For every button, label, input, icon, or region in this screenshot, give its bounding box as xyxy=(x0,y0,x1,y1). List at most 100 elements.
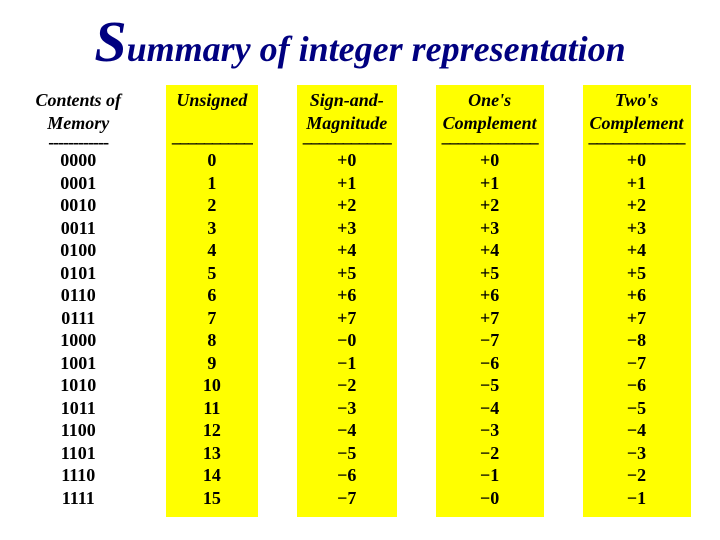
column-separator: ------------ xyxy=(35,135,121,149)
table-cell: +7 xyxy=(303,307,391,330)
table-cell: 9 xyxy=(172,352,252,375)
column-1: Unsigned––––––––––0123456789101112131415 xyxy=(166,85,258,517)
table-cell: −4 xyxy=(303,419,391,442)
table-cell: −8 xyxy=(589,329,685,352)
table-cell: −6 xyxy=(442,352,538,375)
table-cell: +1 xyxy=(442,172,538,195)
table-cell: −6 xyxy=(589,374,685,397)
table-cell: +7 xyxy=(442,307,538,330)
table-cell: 0 xyxy=(172,149,252,172)
header-line1: Unsigned xyxy=(176,89,247,112)
header-line1: Two's xyxy=(615,89,658,112)
table-cell: −6 xyxy=(303,464,391,487)
table-cell: −2 xyxy=(303,374,391,397)
table-cell: −4 xyxy=(442,397,538,420)
table-cell: 0000 xyxy=(35,149,121,172)
column-header: One'sComplement xyxy=(442,89,538,135)
column-header: Contents ofMemory xyxy=(35,89,121,135)
table-cell: 0001 xyxy=(35,172,121,195)
table-cell: 1000 xyxy=(35,329,121,352)
table-cell: 1110 xyxy=(35,464,121,487)
table-cell: 0010 xyxy=(35,194,121,217)
table-cell: −5 xyxy=(589,397,685,420)
column-values: 0123456789101112131415 xyxy=(172,149,252,509)
column-values: +0+1+2+3+4+5+6+7−7−6−5−4−3−2−1−0 xyxy=(442,149,538,509)
table-cell: +0 xyxy=(442,149,538,172)
table-cell: −2 xyxy=(442,442,538,465)
table-cell: 0110 xyxy=(35,284,121,307)
table-cell: −3 xyxy=(303,397,391,420)
table-cell: +5 xyxy=(303,262,391,285)
header-line2: Memory xyxy=(47,112,109,135)
table-cell: 0011 xyxy=(35,217,121,240)
table-cell: 1101 xyxy=(35,442,121,465)
table-cell: 1010 xyxy=(35,374,121,397)
table-cell: +1 xyxy=(303,172,391,195)
column-4: Two'sComplement––––––––––––+0+1+2+3+4+5+… xyxy=(583,85,691,517)
header-line2: Complement xyxy=(590,112,684,135)
column-values: +0+1+2+3+4+5+6+7−0−1−2−3−4−5−6−7 xyxy=(303,149,391,509)
column-values: 0000000100100011010001010110011110001001… xyxy=(35,149,121,509)
table-cell: −0 xyxy=(303,329,391,352)
table-cell: −4 xyxy=(589,419,685,442)
column-separator: –––––––––––– xyxy=(589,135,685,149)
table-cell: +3 xyxy=(303,217,391,240)
table-cell: −3 xyxy=(442,419,538,442)
table-cell: 5 xyxy=(172,262,252,285)
table-cell: 13 xyxy=(172,442,252,465)
title-drop-cap: S xyxy=(94,9,126,74)
title-rest: ummary of integer representation xyxy=(127,29,626,69)
table-cell: 1100 xyxy=(35,419,121,442)
table-cell: 0111 xyxy=(35,307,121,330)
table-cell: −5 xyxy=(303,442,391,465)
table-cell: +5 xyxy=(442,262,538,285)
table-cell: −2 xyxy=(589,464,685,487)
table-cell: −7 xyxy=(589,352,685,375)
table-cell: 7 xyxy=(172,307,252,330)
table-cell: +4 xyxy=(589,239,685,262)
table-cell: 1011 xyxy=(35,397,121,420)
column-values: +0+1+2+3+4+5+6+7−8−7−6−5−4−3−2−1 xyxy=(589,149,685,509)
table-cell: +7 xyxy=(589,307,685,330)
table-cell: +2 xyxy=(303,194,391,217)
table-cell: 3 xyxy=(172,217,252,240)
table-cell: 11 xyxy=(172,397,252,420)
table-cell: −1 xyxy=(589,487,685,510)
table-cell: 15 xyxy=(172,487,252,510)
table-cell: 2 xyxy=(172,194,252,217)
column-separator: ––––––––––– xyxy=(303,135,391,149)
column-header: Unsigned xyxy=(172,89,252,135)
header-line2: Complement xyxy=(443,112,537,135)
table-cell: 12 xyxy=(172,419,252,442)
table-cell: −1 xyxy=(442,464,538,487)
table-cell: +3 xyxy=(442,217,538,240)
header-line1: Sign-and- xyxy=(310,89,384,112)
column-separator: –––––––––– xyxy=(172,135,252,149)
table-cell: +2 xyxy=(442,194,538,217)
table-cell: −0 xyxy=(442,487,538,510)
table-cell: 1111 xyxy=(35,487,121,510)
table-cell: 6 xyxy=(172,284,252,307)
table-cell: +6 xyxy=(442,284,538,307)
column-header: Sign-and-Magnitude xyxy=(303,89,391,135)
table-cell: 0101 xyxy=(35,262,121,285)
column-3: One'sComplement––––––––––––+0+1+2+3+4+5+… xyxy=(436,85,544,517)
table-cell: −3 xyxy=(589,442,685,465)
table-cell: +2 xyxy=(589,194,685,217)
table-cell: 8 xyxy=(172,329,252,352)
table-cell: 10 xyxy=(172,374,252,397)
table-cell: +4 xyxy=(442,239,538,262)
table-cell: +4 xyxy=(303,239,391,262)
representation-table: Contents ofMemory------------00000001001… xyxy=(0,85,720,517)
header-line1: One's xyxy=(468,89,511,112)
table-cell: +6 xyxy=(303,284,391,307)
column-2: Sign-and-Magnitude–––––––––––+0+1+2+3+4+… xyxy=(297,85,397,517)
table-cell: 4 xyxy=(172,239,252,262)
slide-title: Summary of integer representation xyxy=(0,0,720,85)
table-cell: −5 xyxy=(442,374,538,397)
table-cell: +0 xyxy=(589,149,685,172)
table-cell: +0 xyxy=(303,149,391,172)
table-cell: +1 xyxy=(589,172,685,195)
table-cell: 1 xyxy=(172,172,252,195)
table-cell: −1 xyxy=(303,352,391,375)
